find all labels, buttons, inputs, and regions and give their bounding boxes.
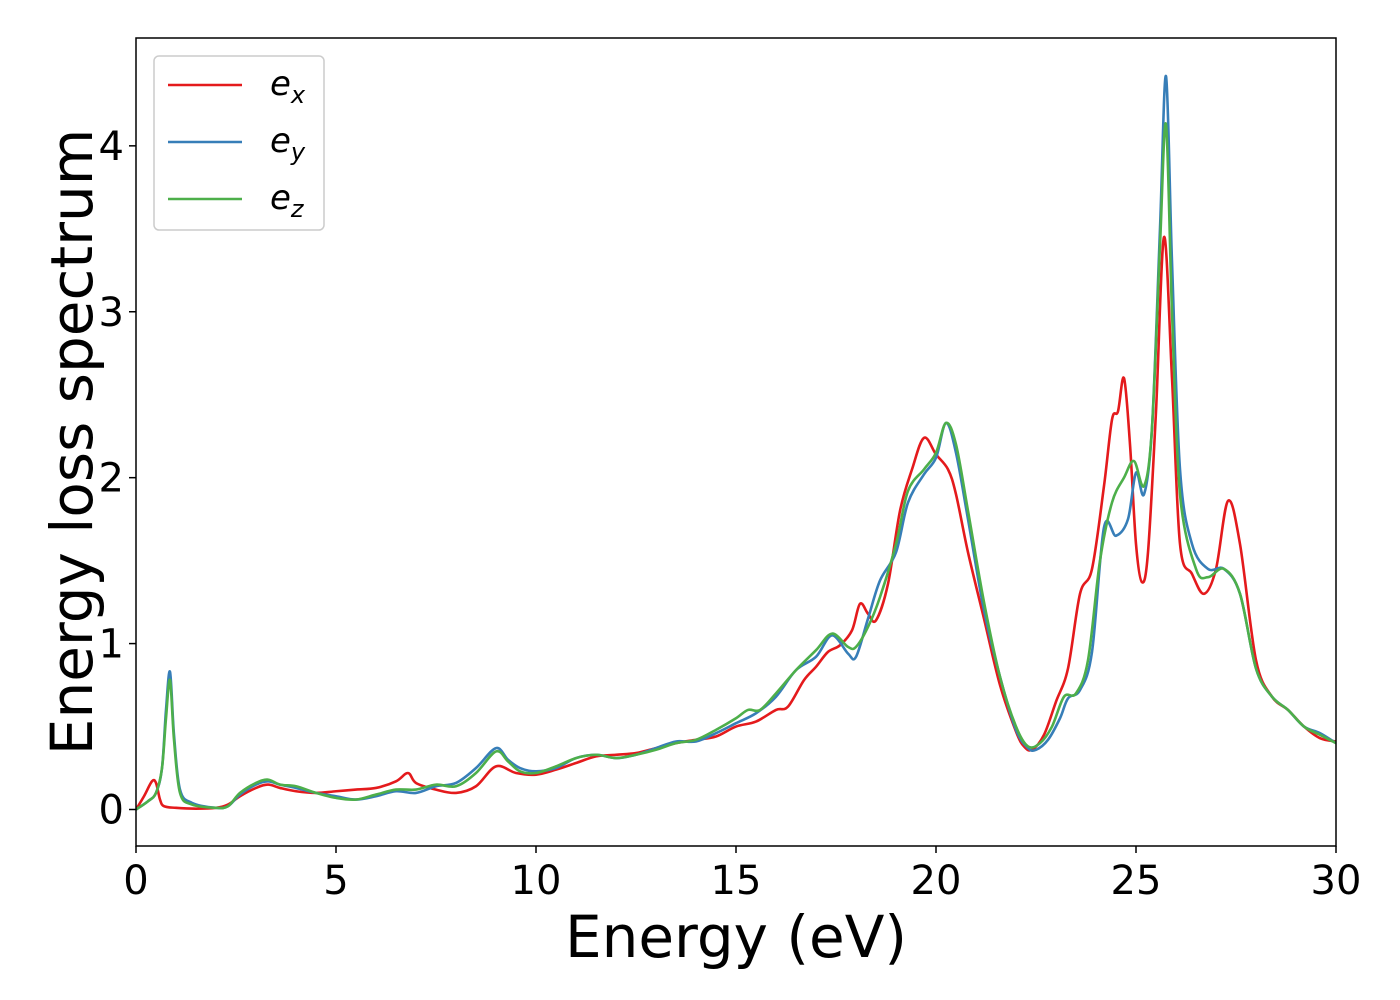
legend-label: ex [270,64,306,109]
y-tick-label: 0 [99,787,124,833]
x-axis-label: Energy (eV) [565,903,907,971]
x-tick-label: 0 [123,858,148,904]
y-tick-label: 3 [99,290,124,336]
x-tick-label: 25 [1111,858,1162,904]
y-tick-label: 1 [99,622,124,668]
y-tick-label: 4 [99,124,124,170]
x-tick-label: 15 [711,858,762,904]
x-axis-ticks: 0 5 10 15 20 25 30 [123,846,1361,904]
x-tick-label: 5 [323,858,348,904]
x-tick-label: 20 [911,858,962,904]
legend-label: ey [270,121,306,166]
series-line-e-x [136,235,1336,811]
legend: ex ey ez [153,55,325,231]
series-line-e-z [136,122,1336,811]
legend-label: ez [270,178,305,223]
series-layer [136,74,1336,811]
y-axis-label: Energy loss spectrum [38,129,106,755]
x-tick-label: 30 [1311,858,1362,904]
y-axis-ticks: 0 1 2 3 4 [99,124,136,833]
x-tick-label: 10 [511,858,562,904]
y-tick-label: 2 [99,456,124,502]
